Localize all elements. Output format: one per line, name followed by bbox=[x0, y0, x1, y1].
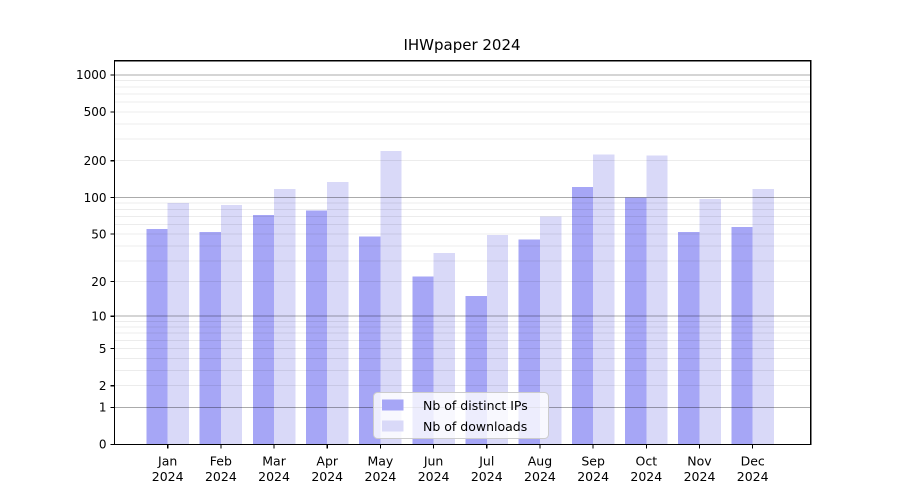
x-tick-label-month: Jan bbox=[157, 454, 177, 469]
x-tick-label-year: 2024 bbox=[418, 469, 450, 484]
x-tick-label-year: 2024 bbox=[630, 469, 662, 484]
bar-distinct-ips-jan bbox=[146, 229, 168, 445]
bar-downloads-jan bbox=[167, 203, 189, 445]
y-tick-label: 50 bbox=[91, 227, 106, 241]
x-tick-label-month: Dec bbox=[741, 454, 765, 469]
legend-label-downloads: Nb of downloads bbox=[423, 419, 527, 434]
y-tick-label: 10 bbox=[91, 309, 106, 323]
x-tick-label-month: May bbox=[367, 454, 393, 469]
x-tick-label-month: Mar bbox=[262, 454, 286, 469]
y-tick-label: 2 bbox=[99, 379, 107, 393]
y-tick-label: 100 bbox=[84, 191, 107, 205]
x-tick-label-year: 2024 bbox=[524, 469, 556, 484]
x-tick-label-year: 2024 bbox=[205, 469, 237, 484]
x-tick-label-month: Aug bbox=[528, 454, 552, 469]
legend-swatch-downloads bbox=[382, 420, 404, 432]
y-tick-label: 200 bbox=[84, 154, 107, 168]
x-tick-label-month: Nov bbox=[687, 454, 712, 469]
x-tick-label-year: 2024 bbox=[152, 469, 184, 484]
bar-downloads-aug bbox=[539, 216, 562, 445]
x-tick-label-year: 2024 bbox=[577, 469, 609, 484]
x-tick-label-month: Jun bbox=[423, 454, 444, 469]
bar-distinct-ips-oct bbox=[625, 197, 647, 445]
bar-downloads-apr bbox=[327, 182, 349, 445]
bar-downloads-nov bbox=[699, 199, 721, 445]
x-tick-label-year: 2024 bbox=[365, 469, 397, 484]
bar-distinct-ips-nov bbox=[678, 232, 700, 445]
legend-box bbox=[373, 392, 549, 439]
bar-downloads-oct bbox=[646, 155, 668, 445]
x-tick-label-month: Apr bbox=[316, 454, 338, 469]
bar-distinct-ips-sep bbox=[571, 187, 594, 445]
legend-swatch-distinct-ips bbox=[382, 399, 404, 411]
bar-downloads-may bbox=[380, 151, 402, 445]
legend: Nb of distinct IPs Nb of downloads bbox=[373, 392, 549, 439]
bar-downloads-dec bbox=[752, 188, 774, 445]
legend-label-distinct-ips: Nb of distinct IPs bbox=[423, 398, 528, 413]
bar-distinct-ips-may bbox=[359, 236, 381, 445]
x-tick-label-month: Feb bbox=[210, 454, 232, 469]
y-tick-label: 500 bbox=[84, 105, 107, 119]
x-tick-label-year: 2024 bbox=[737, 469, 769, 484]
chart-title: IHWpaper 2024 bbox=[403, 36, 521, 54]
x-tick-label-year: 2024 bbox=[311, 469, 343, 484]
y-tick-label: 1000 bbox=[76, 68, 107, 82]
bar-downloads-sep bbox=[593, 154, 615, 445]
bar-distinct-ips-dec bbox=[731, 227, 753, 445]
y-tick-label: 0 bbox=[99, 438, 107, 452]
x-tick-label-year: 2024 bbox=[471, 469, 503, 484]
plot-border bbox=[113, 60, 812, 446]
bar-downloads-feb bbox=[220, 204, 243, 445]
y-tick-label: 1 bbox=[99, 401, 107, 415]
bar-distinct-ips-feb bbox=[199, 232, 221, 445]
bar-distinct-ips-mar bbox=[252, 214, 275, 445]
bar-distinct-ips-apr bbox=[305, 210, 328, 445]
bar-downloads-mar bbox=[274, 188, 296, 445]
x-tick-label-year: 2024 bbox=[684, 469, 716, 484]
x-tick-label-month: Sep bbox=[581, 454, 605, 469]
y-tick-label: 20 bbox=[91, 275, 106, 289]
y-tick-label: 5 bbox=[99, 342, 107, 356]
x-tick-label-year: 2024 bbox=[258, 469, 290, 484]
x-tick-label-month: Oct bbox=[636, 454, 658, 469]
x-tick-label-month: Jul bbox=[478, 454, 494, 469]
